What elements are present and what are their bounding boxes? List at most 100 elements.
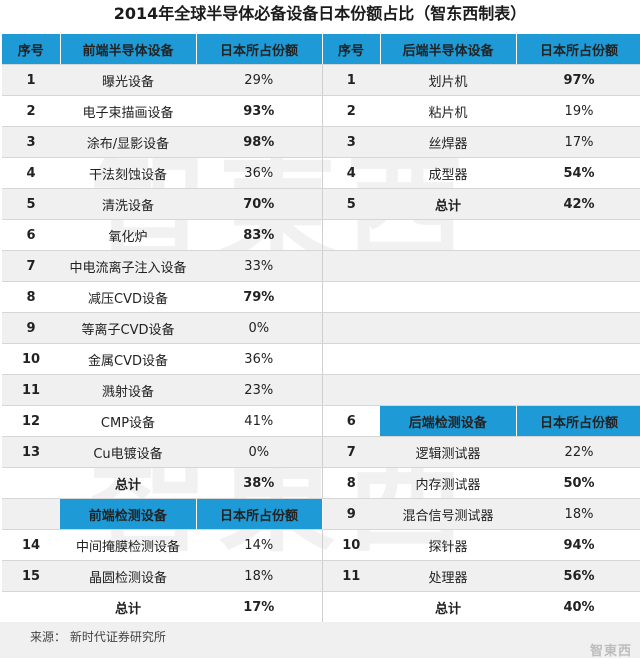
table-row: 9 等离子CVD设备 0%	[2, 312, 640, 344]
table-row: 4 干法刻蚀设备 36% 4 成型器 54%	[2, 157, 640, 189]
equipment-name: 混合信号测试器	[380, 498, 516, 530]
row-number: 6	[2, 219, 60, 251]
share-value: 0%	[196, 436, 323, 468]
table-row: 13 Cu电镀设备 0% 7 逻辑测试器 22%	[2, 436, 640, 468]
total-label: 总计	[60, 467, 196, 499]
table-row: 11 溅射设备 23%	[2, 374, 640, 406]
row-number: 2	[322, 95, 380, 127]
header-back-share: 日本所占份额	[516, 34, 640, 65]
row-number: 5	[322, 188, 380, 220]
table-header-row: 序号 前端半导体设备 日本所占份额 序号 后端半导体设备 日本所占份额	[2, 34, 640, 65]
equipment-name: 中电流离子注入设备	[60, 250, 196, 282]
row-number: 4	[2, 157, 60, 189]
table-row: 5 清洗设备 70% 5 总计 42%	[2, 188, 640, 220]
row-number: 2	[2, 95, 60, 127]
header-front-share: 日本所占份额	[196, 34, 323, 65]
share-table: 序号 前端半导体设备 日本所占份额 序号 后端半导体设备 日本所占份额 1 曝光…	[2, 34, 640, 623]
share-value: 83%	[196, 219, 323, 251]
equipment-name: 氧化炉	[60, 219, 196, 251]
row-number: 11	[2, 374, 60, 406]
share-value: 41%	[196, 405, 323, 437]
share-value: 19%	[516, 95, 640, 127]
share-value: 29%	[196, 64, 323, 96]
share-value: 56%	[516, 560, 640, 592]
table-row: 14 中间掩膜检测设备 14% 10 探针器 94%	[2, 529, 640, 561]
share-value: 23%	[196, 374, 323, 406]
header-front-equipment: 前端半导体设备	[60, 34, 197, 65]
total-label: 总计	[380, 188, 516, 220]
share-value: 50%	[516, 467, 640, 499]
equipment-name: 电子束描画设备	[60, 95, 196, 127]
table-row: 12 CMP设备 41% 6 后端检测设备 日本所占份额	[2, 405, 640, 437]
header-index-right: 序号	[322, 34, 381, 65]
share-value: 18%	[196, 560, 323, 592]
equipment-name: 涂布/显影设备	[60, 126, 196, 158]
brand-logo: 智東西	[589, 644, 632, 659]
row-number: 7	[2, 250, 60, 282]
row-number: 3	[322, 126, 380, 158]
row-number: 13	[2, 436, 60, 468]
equipment-name: CMP设备	[60, 405, 196, 437]
table-row: 1 曝光设备 29% 1 划片机 97%	[2, 64, 640, 96]
share-value: 79%	[196, 281, 323, 313]
equipment-name: 逻辑测试器	[380, 436, 516, 468]
equipment-name: 等离子CVD设备	[60, 312, 196, 344]
share-value: 33%	[196, 250, 323, 282]
row-number: 11	[322, 560, 380, 592]
header-front-inspection: 前端检测设备	[60, 498, 197, 530]
row-number: 14	[2, 529, 60, 561]
equipment-name: 金属CVD设备	[60, 343, 196, 375]
share-value: 93%	[196, 95, 323, 127]
share-value: 70%	[196, 188, 323, 220]
total-share: 38%	[196, 467, 323, 499]
table-row: 6 氧化炉 83%	[2, 219, 640, 251]
equipment-name: 曝光设备	[60, 64, 196, 96]
share-value: 36%	[196, 343, 323, 375]
table-row: 8 减压CVD设备 79%	[2, 281, 640, 313]
total-share: 17%	[196, 591, 323, 623]
share-value: 97%	[516, 64, 640, 96]
total-share: 42%	[516, 188, 640, 220]
share-value: 22%	[516, 436, 640, 468]
row-number: 10	[322, 529, 380, 561]
equipment-name: 溅射设备	[60, 374, 196, 406]
share-value: 36%	[196, 157, 323, 189]
equipment-name: 内存测试器	[380, 467, 516, 499]
share-value: 17%	[516, 126, 640, 158]
row-number: 12	[2, 405, 60, 437]
equipment-name: 探针器	[380, 529, 516, 561]
row-number: 8	[2, 281, 60, 313]
row-number: 9	[2, 312, 60, 344]
equipment-name: 清洗设备	[60, 188, 196, 220]
table-row: 3 涂布/显影设备 98% 3 丝焊器 17%	[2, 126, 640, 158]
row-number: 15	[2, 560, 60, 592]
equipment-name: 中间掩膜检测设备	[60, 529, 196, 561]
equipment-name: 成型器	[380, 157, 516, 189]
share-value: 0%	[196, 312, 323, 344]
header-front-inspection-share: 日本所占份额	[196, 498, 323, 530]
equipment-name: 划片机	[380, 64, 516, 96]
table-row: 7 中电流离子注入设备 33%	[2, 250, 640, 282]
row-number: 5	[2, 188, 60, 220]
row-number: 1	[2, 64, 60, 96]
equipment-name: 粘片机	[380, 95, 516, 127]
total-label: 总计	[380, 591, 516, 623]
table-row: 前端检测设备 日本所占份额 9 混合信号测试器 18%	[2, 498, 640, 530]
row-number: 10	[2, 343, 60, 375]
total-label: 总计	[60, 591, 196, 623]
table-row: 2 电子束描画设备 93% 2 粘片机 19%	[2, 95, 640, 127]
page-title: 2014年全球半导体必备设备日本份额占比（智东西制表）	[113, 4, 527, 23]
header-index-left: 序号	[2, 34, 61, 65]
equipment-name: 处理器	[380, 560, 516, 592]
table-row: 15 晶圆检测设备 18% 11 处理器 56%	[2, 560, 640, 592]
equipment-name: 丝焊器	[380, 126, 516, 158]
table-row: 10 金属CVD设备 36%	[2, 343, 640, 375]
row-number: 3	[2, 126, 60, 158]
row-number: 1	[322, 64, 380, 96]
row-number: 8	[322, 467, 380, 499]
table-row: 总计 17% 总计 40%	[2, 591, 640, 623]
header-back-equipment: 后端半导体设备	[380, 34, 517, 65]
row-number: 6	[322, 405, 380, 437]
equipment-name: 干法刻蚀设备	[60, 157, 196, 189]
source-note: 来源： 新时代证券研究所	[30, 630, 166, 644]
